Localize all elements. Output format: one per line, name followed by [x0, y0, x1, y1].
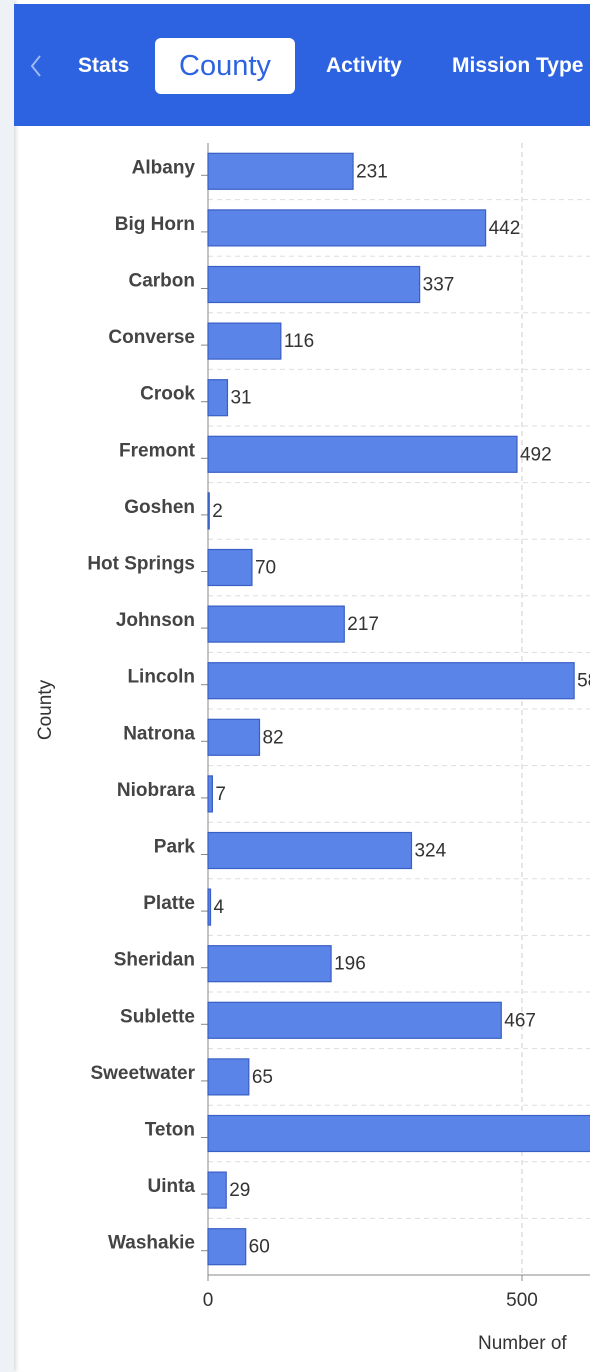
y-tick-label: Sheridan	[114, 950, 195, 971]
value-label: 324	[414, 841, 446, 862]
value-label: 70	[255, 558, 276, 579]
value-label: 196	[334, 954, 366, 975]
bar	[207, 265, 421, 304]
value-label: 7	[215, 784, 226, 805]
bar	[207, 435, 518, 473]
y-axis-title: County	[35, 679, 56, 740]
y-tick-label: Hot Springs	[87, 554, 195, 575]
bar	[207, 945, 332, 983]
bar	[207, 1001, 502, 1039]
value-label: 2	[212, 501, 223, 522]
y-tick-label: Platte	[143, 893, 195, 914]
y-tick-label: Johnson	[116, 610, 195, 631]
bar	[207, 492, 210, 530]
y-tick-label: Teton	[145, 1120, 195, 1141]
back-button[interactable]	[28, 52, 44, 80]
y-tick-label: Crook	[140, 384, 195, 405]
value-label: 231	[356, 161, 388, 182]
y-tick-label: Big Horn	[115, 214, 195, 235]
y-tick-label: Natrona	[123, 723, 195, 744]
y-tick-label: Albany	[132, 157, 196, 178]
y-tick-label: Fremont	[119, 440, 196, 461]
tab[interactable]: Stats	[78, 54, 130, 77]
tab-active[interactable]: County	[155, 38, 295, 94]
y-tick-label: Niobrara	[117, 780, 196, 801]
bar	[207, 152, 354, 190]
bar	[207, 379, 229, 417]
bar	[207, 1058, 250, 1096]
y-tick-label: Sublette	[120, 1006, 195, 1027]
bar	[207, 1114, 590, 1153]
value-label: 492	[520, 444, 552, 465]
tab[interactable]: Activity	[326, 54, 402, 77]
value-label: 82	[262, 727, 283, 748]
y-tick-label: Washakie	[108, 1233, 195, 1254]
bar	[207, 718, 261, 756]
value-label: 29	[229, 1180, 250, 1201]
side-strip	[0, 0, 14, 1372]
y-tick-label: Park	[154, 837, 196, 858]
value-label: 31	[230, 388, 251, 409]
value-label: 467	[504, 1010, 536, 1031]
x-tick-label: 500	[506, 1290, 538, 1311]
value-label: 583	[577, 671, 590, 692]
bar	[207, 209, 487, 247]
bar	[207, 831, 413, 870]
bar	[207, 548, 253, 587]
value-label: 337	[423, 275, 455, 296]
bar	[207, 322, 282, 360]
x-tick-label: 0	[203, 1290, 214, 1311]
tab[interactable]: Mission Type	[452, 54, 584, 77]
value-label: 442	[489, 218, 521, 239]
y-tick-label: Lincoln	[127, 667, 195, 688]
value-label: 116	[284, 331, 314, 352]
y-tick-label: Converse	[108, 327, 195, 348]
y-tick-label: Goshen	[124, 497, 195, 518]
bar	[207, 1228, 247, 1266]
tab-bar: Stats County Activity Mission Type	[14, 4, 590, 126]
value-label: 60	[249, 1237, 270, 1258]
value-label: 217	[347, 614, 379, 635]
bar	[207, 662, 575, 700]
y-tick-label: Uinta	[148, 1176, 196, 1197]
value-label: 65	[252, 1067, 273, 1088]
bar	[207, 888, 212, 926]
bar	[207, 775, 213, 813]
bar	[207, 605, 345, 643]
y-tick-label: Sweetwater	[90, 1063, 195, 1084]
y-tick-label: Carbon	[129, 271, 196, 292]
x-axis-title: Number of	[478, 1333, 567, 1354]
value-label: 4	[214, 897, 225, 918]
bar	[207, 1171, 227, 1209]
